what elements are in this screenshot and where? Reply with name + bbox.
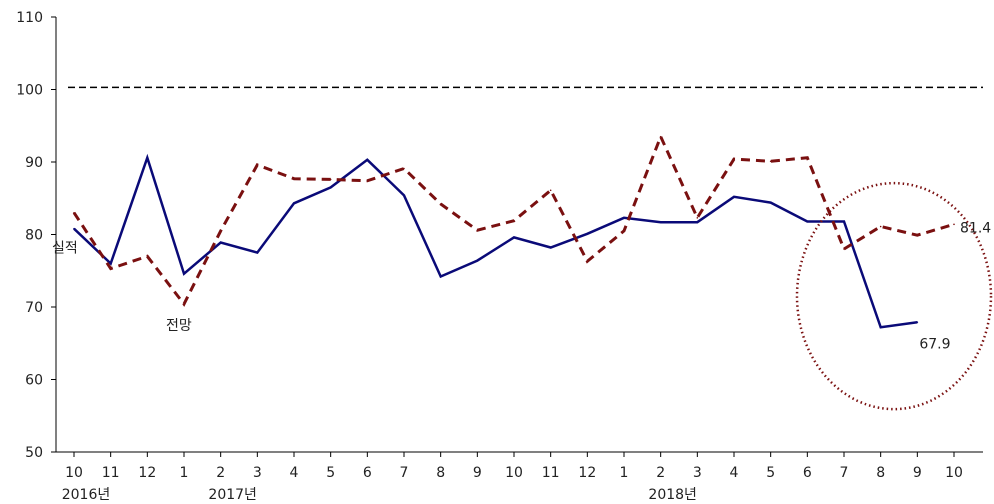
series-2-point (806, 156, 809, 159)
y-tick-label: 60 (25, 373, 43, 389)
series-2-point (329, 178, 332, 181)
series-1-point (549, 246, 552, 249)
y-axis: 50 60 70 80 90 100 110 (16, 10, 57, 461)
x-tick-label: 5 (326, 465, 335, 481)
series-2-point (183, 303, 185, 305)
x-tick-label: 2 (216, 465, 225, 481)
x-tick-label: 1 (180, 465, 189, 481)
x-tick-label: 11 (102, 465, 120, 481)
x-tick-group: 10 11 12 1 2 3 4 5 6 7 8 9 10 11 12 1 2 3 4 5 6 7 8 9 10 (65, 452, 963, 481)
series-2-point (549, 189, 552, 192)
series-1-point (623, 217, 625, 219)
series-line-1 (73, 153, 918, 329)
x-tick-label: 9 (913, 465, 922, 481)
series-2-point (439, 203, 442, 205)
y-tick-label: 80 (25, 228, 43, 244)
series-1-point (329, 186, 332, 189)
x-tick-label: 2 (656, 465, 665, 481)
series-group (72, 132, 955, 329)
x-tick-label: 10 (945, 465, 963, 481)
series-2-point (219, 230, 222, 232)
series-1-point (183, 272, 185, 275)
y-tick-label: 70 (25, 300, 43, 316)
x-tick-label: 8 (876, 465, 885, 481)
year-label: 2016년 (62, 487, 111, 503)
series-1-point (806, 220, 809, 223)
series-2-point (696, 217, 699, 219)
series-1-point (843, 220, 845, 223)
x-tick-label: 4 (290, 465, 299, 481)
x-tick-label: 5 (766, 465, 775, 481)
series-2-point (586, 260, 589, 263)
y-tick-label: 90 (25, 155, 43, 171)
x-axis: 10 11 12 1 2 3 4 5 6 7 8 9 10 11 12 1 2 3 4 5 6 7 8 9 10 2016년 20… (56, 451, 983, 503)
x-tick-label: 3 (693, 465, 702, 481)
series-1-point (219, 241, 222, 244)
series-1-point (293, 202, 295, 205)
series-1-point (439, 275, 442, 278)
series2-end-value-label: 81.4 (960, 220, 991, 236)
x-tick-label: 4 (730, 465, 739, 481)
series-2-point (733, 158, 735, 160)
series-2-point (403, 167, 405, 170)
x-tick-label: 8 (436, 465, 445, 481)
x-tick-label: 7 (400, 465, 409, 481)
x-tick-label: 6 (803, 465, 812, 481)
x-tick-label: 9 (473, 465, 482, 481)
year-label: 2018년 (648, 487, 697, 503)
x-tick-label: 7 (840, 465, 849, 481)
x-tick-label: 10 (65, 465, 83, 481)
series-1-point (146, 156, 149, 159)
year-label-group: 2016년 2017년 2018년 (62, 487, 697, 503)
series-2-point (623, 230, 625, 232)
series-2-point (659, 135, 662, 138)
series-2-point (879, 225, 882, 228)
series-1-point (733, 196, 735, 198)
series-2-point (366, 180, 369, 182)
y-tick-label: 50 (25, 445, 43, 461)
highlight-ellipse (795, 181, 993, 411)
series-2-point (73, 211, 75, 214)
y-tick-label: 110 (16, 10, 43, 26)
series-2-point (513, 219, 515, 222)
y-tick-group: 50 60 70 80 90 100 110 (16, 10, 56, 461)
series-1-point (696, 221, 699, 223)
series-1-point (403, 194, 405, 197)
series-1-point (109, 262, 112, 265)
series-1-point (73, 227, 75, 230)
series-2-point (843, 248, 845, 250)
x-tick-label: 3 (253, 465, 262, 481)
series-2-point (256, 164, 259, 166)
series-1-point (916, 321, 919, 324)
series-2-point (769, 160, 772, 163)
x-tick-label: 1 (620, 465, 629, 481)
x-tick-label: 10 (505, 465, 523, 481)
series-1-point (256, 251, 259, 254)
series-1-point (476, 259, 479, 262)
x-tick-label: 6 (363, 465, 372, 481)
series-1-point (659, 221, 662, 223)
x-tick-label: 12 (578, 465, 596, 481)
year-label: 2017년 (208, 487, 257, 503)
series-1-point (586, 232, 589, 235)
series-2-point (109, 267, 112, 270)
series-2-point (146, 255, 149, 258)
y-tick-label: 100 (16, 83, 43, 99)
series2-name-label: 전망 (166, 318, 192, 334)
series-1-point (879, 326, 882, 329)
series-2-point (953, 223, 955, 226)
x-tick-label: 12 (138, 465, 156, 481)
series-1-point (513, 236, 515, 239)
series1-end-value-label: 67.9 (919, 336, 950, 352)
series-2-point (293, 177, 295, 180)
series-2-point (476, 229, 479, 231)
series1-name-label: 실적 (52, 241, 78, 257)
series-1-point (366, 159, 369, 161)
series-2-point (916, 234, 919, 237)
series-1-point (769, 201, 772, 204)
x-tick-label: 11 (542, 465, 560, 481)
